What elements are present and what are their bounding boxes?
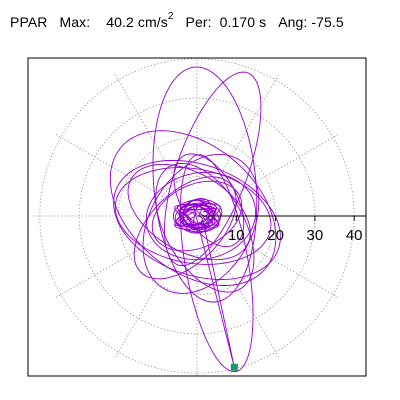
grid-spoke-330 xyxy=(230,235,341,299)
max-value: 40.2 xyxy=(106,14,134,30)
end-marker-layer xyxy=(230,363,238,371)
trace-loop-14 xyxy=(114,167,272,265)
angle-label: Ang: xyxy=(278,14,308,30)
trace-loop-15 xyxy=(155,163,255,293)
end-point-marker xyxy=(230,363,238,371)
axis-tick-label-40: 40 xyxy=(346,227,363,244)
period-label: Per: xyxy=(185,14,212,30)
grid-spoke-30 xyxy=(230,133,341,197)
trace-center-tangle xyxy=(174,198,223,234)
axis-tick-label-20: 20 xyxy=(267,227,284,244)
grid-spoke-150 xyxy=(53,133,164,197)
header-bar: PPAR Max: 40.2 cm/s2 Per: 0.170 s Ang: -75.… xyxy=(10,11,344,30)
trace-loop-7 xyxy=(113,159,281,280)
grid-spoke-240 xyxy=(114,249,178,360)
trace-loop-2 xyxy=(127,163,251,261)
angle-value: -75.5 xyxy=(311,14,344,30)
grid-spoke-210 xyxy=(53,235,164,299)
max-unit-exponent: 2 xyxy=(167,11,174,23)
motion-trace xyxy=(109,66,281,373)
grid-spoke-60 xyxy=(216,72,280,183)
plot-frame xyxy=(27,57,367,377)
trace-loop-3 xyxy=(142,153,260,294)
trace-loop-6 xyxy=(109,130,277,286)
period-value: 0.170 s xyxy=(219,14,267,30)
trace-loop-4 xyxy=(152,66,258,303)
max-label: Max: xyxy=(59,14,91,30)
station-code: PPAR xyxy=(10,14,48,30)
trace-loop-10 xyxy=(133,176,237,280)
radial-axis: 10 20 30 40 xyxy=(197,215,366,244)
axis-tick-label-10: 10 xyxy=(228,227,245,244)
max-unit: cm/s xyxy=(137,14,168,30)
grid-spoke-300 xyxy=(216,249,280,360)
grid-spoke-120 xyxy=(114,72,178,183)
axis-tick-label-30: 30 xyxy=(307,227,324,244)
trace-loop-5 xyxy=(164,71,262,267)
